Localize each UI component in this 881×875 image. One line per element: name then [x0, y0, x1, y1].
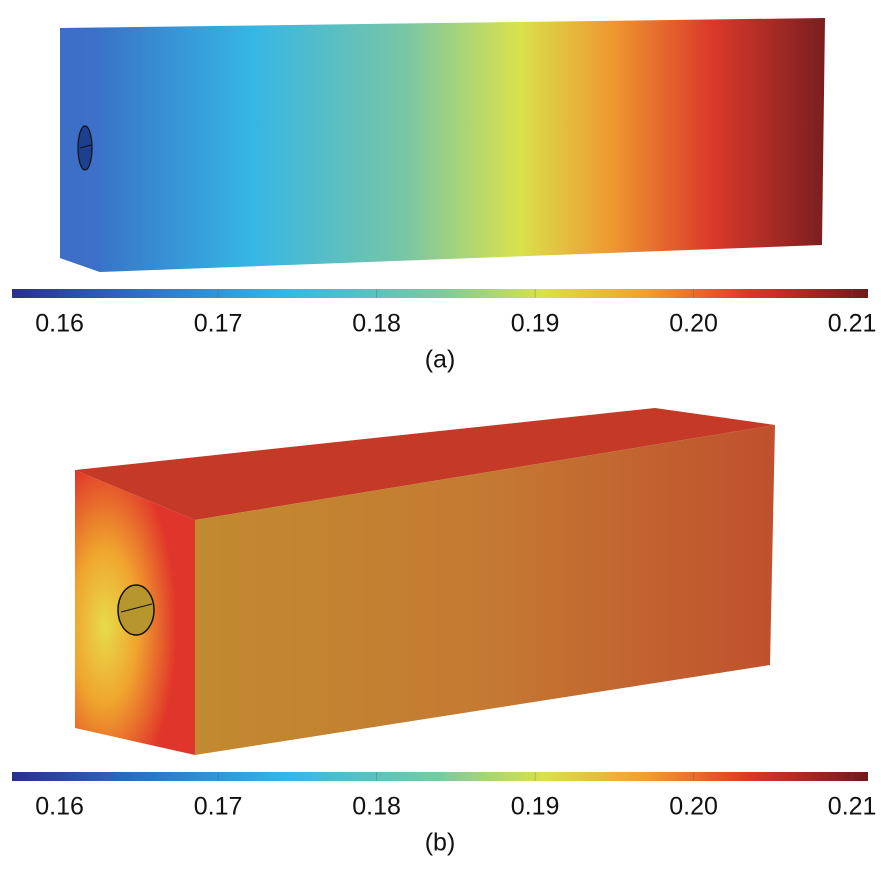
colorbar-tick-label: 0.17 [194, 793, 243, 821]
colorbar-b [12, 772, 868, 781]
caption: (b) [425, 829, 456, 857]
colorbar-tick-label: 0.20 [669, 310, 718, 338]
colorbar-tick-label: 0.17 [194, 310, 243, 338]
colorbar-tick-label: 0.18 [352, 310, 401, 338]
colorbar-tick-label: 0.16 [35, 793, 84, 821]
colorbar-a [12, 289, 868, 298]
caption: (a) [425, 346, 456, 374]
colorbar-tick-label: 0.21 [828, 793, 877, 821]
colorbar-tick-label: 0.21 [828, 310, 877, 338]
colorbar-tick-label: 0.16 [35, 310, 84, 338]
colorbar-tick-label: 0.19 [511, 793, 560, 821]
rendering-a [60, 18, 825, 272]
colorbar-tick-label: 0.18 [352, 793, 401, 821]
rendering-b [75, 408, 775, 755]
colorbar-tick-label: 0.19 [511, 310, 560, 338]
colorbar-tick-label: 0.20 [669, 793, 718, 821]
